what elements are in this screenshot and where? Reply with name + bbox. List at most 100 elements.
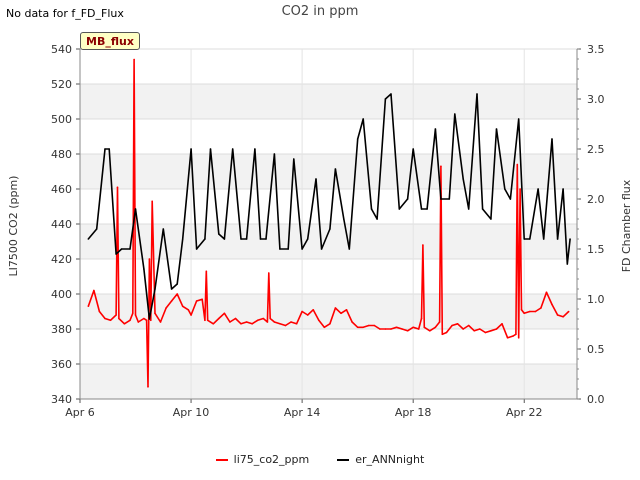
data-point-li75_co2_ppm — [334, 307, 337, 309]
legend-swatch-red — [215, 458, 228, 461]
data-point-li75_co2_ppm — [143, 317, 145, 320]
data-point-li75_co2_ppm — [159, 321, 162, 323]
data-point-er_ANNnight — [420, 208, 423, 210]
data-point-li75_co2_ppm — [512, 335, 514, 337]
data-point-li75_co2_ppm — [373, 324, 376, 327]
data-point-li75_co2_ppm — [462, 328, 464, 330]
data-point-er_ANNnight — [218, 233, 220, 235]
data-point-li75_co2_ppm — [150, 319, 152, 322]
data-point-er_ANNnight — [440, 198, 442, 200]
data-point-li75_co2_ppm — [165, 307, 167, 309]
y-tick-label: 380 — [51, 323, 72, 336]
data-point-er_ANNnight — [348, 248, 351, 250]
data-point-er_ANNnight — [254, 148, 256, 150]
data-point-er_ANNnight — [342, 218, 345, 220]
data-point-er_ANNnight — [334, 168, 337, 170]
data-point-er_ANNnight — [390, 93, 392, 95]
y2-tick-label: 0.0 — [587, 393, 605, 406]
data-point-li75_co2_ppm — [123, 322, 126, 325]
data-point-er_ANNnight — [556, 238, 559, 240]
data-point-er_ANNnight — [315, 178, 317, 180]
data-point-er_ANNnight — [204, 238, 206, 240]
legend-label: er_ANNnight — [355, 453, 425, 466]
legend-swatch-black — [337, 458, 350, 461]
data-point-li75_co2_ppm — [484, 331, 487, 334]
data-point-li75_co2_ppm — [545, 291, 548, 294]
y-tick-label: 520 — [51, 78, 72, 91]
data-point-li75_co2_ppm — [154, 312, 156, 315]
data-point-li75_co2_ppm — [104, 317, 106, 320]
data-point-li75_co2_ppm — [429, 329, 431, 332]
data-point-er_ANNnight — [490, 218, 492, 220]
data-point-li75_co2_ppm — [528, 310, 531, 313]
data-point-li75_co2_ppm — [467, 324, 470, 327]
data-point-li75_co2_ppm — [490, 329, 492, 332]
data-point-li75_co2_ppm — [340, 312, 342, 315]
data-point-li75_co2_ppm — [523, 312, 526, 315]
data-point-er_ANNnight — [509, 198, 512, 200]
data-point-er_ANNnight — [245, 238, 248, 240]
data-point-li75_co2_ppm — [129, 319, 131, 322]
data-point-er_ANNnight — [523, 238, 526, 240]
y2-tick-label: 2.5 — [587, 143, 605, 156]
data-point-li75_co2_ppm — [506, 336, 509, 339]
data-point-er_ANNnight — [504, 188, 506, 190]
data-point-li75_co2_ppm — [181, 305, 184, 308]
y2-axis-title: FD Chamber flux — [620, 179, 633, 272]
data-point-er_ANNnight — [462, 178, 464, 180]
data-point-er_ANNnight — [406, 198, 409, 200]
data-point-li75_co2_ppm — [515, 333, 517, 336]
data-point-li75_co2_ppm — [417, 328, 420, 330]
data-point-li75_co2_ppm — [295, 322, 298, 325]
data-point-er_ANNnight — [320, 248, 323, 250]
data-point-er_ANNnight — [95, 228, 98, 230]
data-point-li75_co2_ppm — [229, 321, 231, 323]
data-point-li75_co2_ppm — [176, 293, 178, 295]
data-point-li75_co2_ppm — [212, 322, 215, 325]
data-point-li75_co2_ppm — [266, 321, 269, 323]
data-point-er_ANNnight — [273, 153, 276, 155]
data-point-li75_co2_ppm — [206, 319, 209, 322]
y-tick-label: 400 — [51, 288, 72, 301]
data-point-er_ANNnight — [566, 263, 569, 265]
data-point-er_ANNnight — [120, 248, 123, 250]
grid-band — [80, 294, 577, 329]
data-point-li75_co2_ppm — [445, 331, 448, 334]
data-point-li75_co2_ppm — [540, 307, 542, 309]
data-point-li75_co2_ppm — [223, 312, 226, 315]
data-point-er_ANNnight — [454, 113, 456, 115]
data-point-li75_co2_ppm — [145, 319, 148, 322]
data-point-li75_co2_ppm — [301, 310, 303, 313]
data-point-li75_co2_ppm — [134, 314, 137, 316]
data-point-li75_co2_ppm — [268, 272, 270, 274]
data-point-li75_co2_ppm — [195, 300, 198, 302]
data-point-li75_co2_ppm — [201, 298, 203, 301]
data-point-er_ANNnight — [115, 253, 117, 255]
data-point-li75_co2_ppm — [87, 305, 90, 308]
data-point-er_ANNnight — [537, 188, 539, 190]
data-point-er_ANNnight — [176, 283, 178, 285]
y2-tick-label: 1.0 — [587, 293, 605, 306]
y-tick-label: 440 — [51, 218, 72, 231]
data-point-li75_co2_ppm — [401, 328, 403, 330]
data-point-er_ANNnight — [108, 148, 110, 150]
y-tick-label: 360 — [51, 358, 72, 371]
data-point-er_ANNnight — [265, 238, 267, 240]
data-point-er_ANNnight — [129, 248, 131, 250]
series-line-er_ANNnight — [87, 93, 571, 320]
data-point-li75_co2_ppm — [93, 289, 95, 292]
y2-tick-label: 0.5 — [587, 343, 605, 356]
no-data-label: No data for f_FD_Flux — [6, 7, 124, 20]
data-point-er_ANNnight — [195, 248, 198, 250]
data-point-li75_co2_ppm — [516, 163, 519, 166]
data-point-li75_co2_ppm — [434, 326, 437, 329]
data-point-er_ANNnight — [301, 248, 303, 250]
data-point-li75_co2_ppm — [351, 321, 353, 323]
data-point-er_ANNnight — [87, 238, 90, 240]
data-point-li75_co2_ppm — [118, 317, 120, 320]
data-point-er_ANNnight — [528, 238, 531, 240]
data-point-li75_co2_ppm — [440, 165, 442, 168]
data-point-li75_co2_ppm — [441, 333, 444, 336]
data-point-er_ANNnight — [170, 288, 173, 290]
data-point-li75_co2_ppm — [534, 310, 537, 313]
